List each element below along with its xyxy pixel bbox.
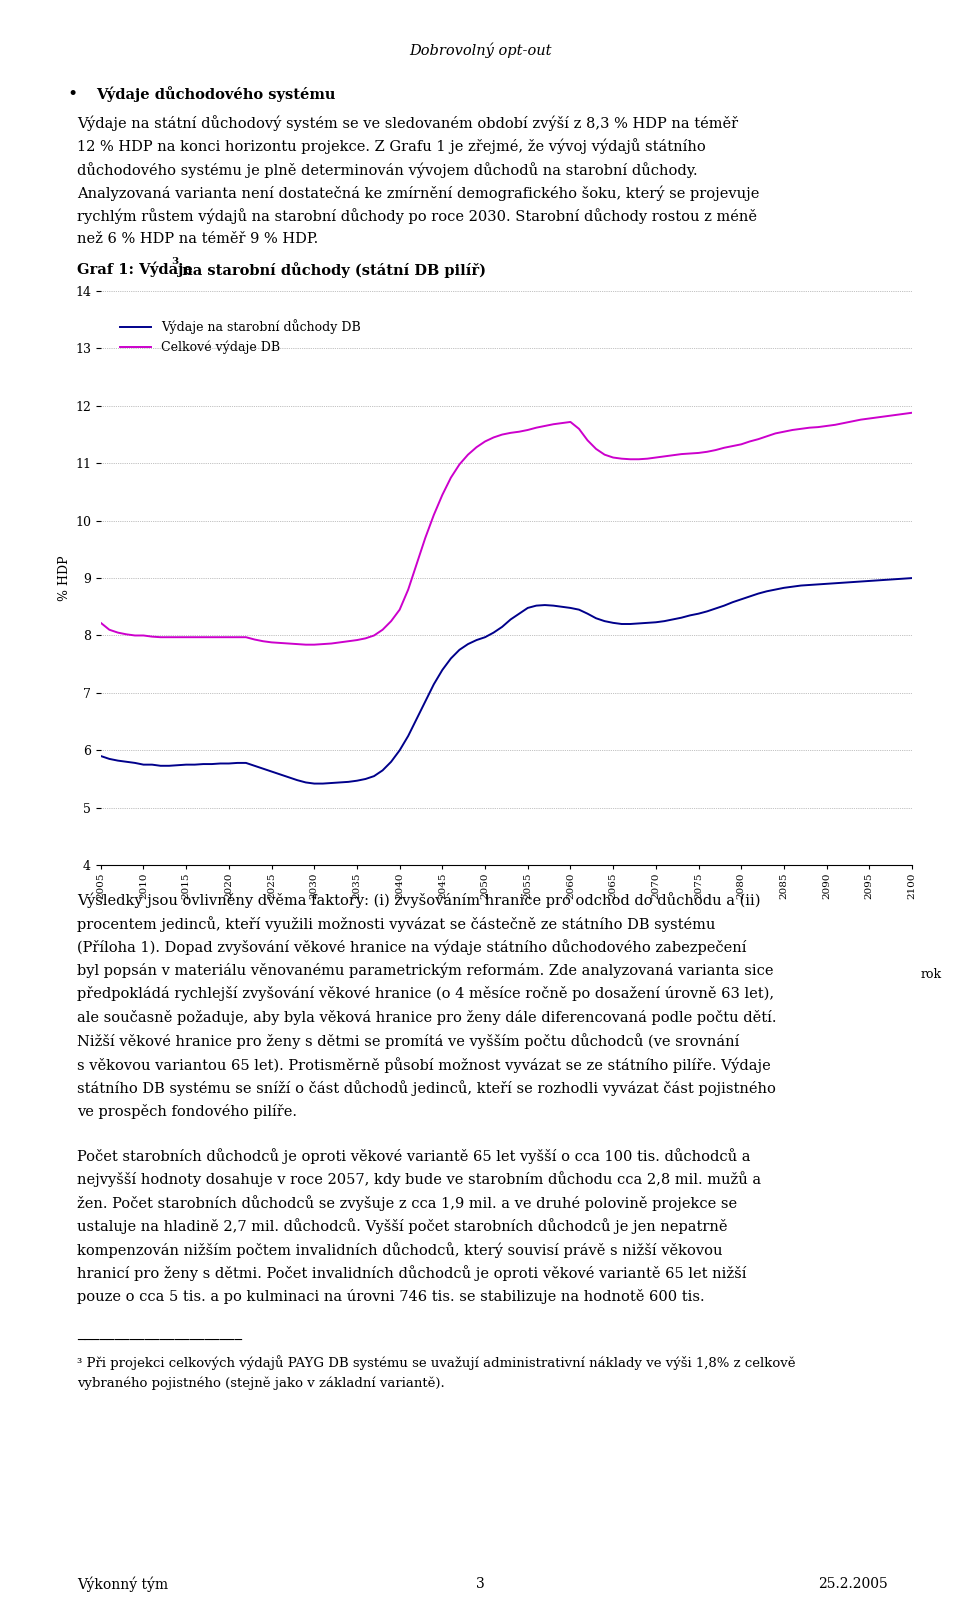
- Text: rychlým růstem výdajů na starobní důchody po roce 2030. Starobní důchody rostou : rychlým růstem výdajů na starobní důchod…: [77, 209, 756, 225]
- Text: státního DB systému se sníží o část důchodů jedinců, kteří se rozhodli vyvázat č: státního DB systému se sníží o část důch…: [77, 1080, 776, 1096]
- Text: 3: 3: [475, 1577, 485, 1591]
- Text: ve prospěch fondového pilíře.: ve prospěch fondového pilíře.: [77, 1103, 297, 1119]
- Text: rok: rok: [920, 969, 941, 982]
- Y-axis label: % HDP: % HDP: [58, 555, 71, 602]
- Text: ale současně požaduje, aby byla věková hranice pro ženy dále diferencovaná podle: ale současně požaduje, aby byla věková h…: [77, 1009, 777, 1025]
- Text: 25.2.2005: 25.2.2005: [818, 1577, 888, 1591]
- Text: žen. Počet starobních důchodců se zvyšuje z cca 1,9 mil. a ve druhé polovině pro: žen. Počet starobních důchodců se zvyšuj…: [77, 1195, 737, 1211]
- Text: Graf 1: Výdaje: Graf 1: Výdaje: [77, 262, 193, 278]
- Text: kompenzován nižším počtem invalidních důchodců, který souvisí právě s nižší věko: kompenzován nižším počtem invalidních dů…: [77, 1242, 722, 1258]
- Text: pouze o cca 5 tis. a po kulminaci na úrovni 746 tis. se stabilizuje na hodnotě 6: pouze o cca 5 tis. a po kulminaci na úro…: [77, 1289, 705, 1303]
- Text: Výdaje důchodového systému: Výdaje důchodového systému: [96, 86, 335, 102]
- Text: s věkovou variantou 65 let). Protisměrně působí možnost vyvázat se ze státního p: s věkovou variantou 65 let). Protisměrně…: [77, 1058, 771, 1072]
- Text: procentem jedinců, kteří využili možnosti vyvázat se částečně ze státního DB sys: procentem jedinců, kteří využili možnost…: [77, 915, 715, 931]
- Text: Počet starobních důchodců je oproti věkové variantě 65 let vyšší o cca 100 tis. : Počet starobních důchodců je oproti věko…: [77, 1148, 751, 1164]
- Text: ustaluje na hladině 2,7 mil. důchodců. Vyšší počet starobních důchodců je jen ne: ustaluje na hladině 2,7 mil. důchodců. V…: [77, 1219, 728, 1234]
- Text: byl popsán v materiálu věnovanému parametrickým reformám. Zde analyzovaná varian: byl popsán v materiálu věnovanému parame…: [77, 962, 774, 978]
- Text: •: •: [67, 86, 78, 103]
- Text: důchodového systému je plně determinován vývojem důchodů na starobní důchody.: důchodového systému je plně determinován…: [77, 162, 697, 178]
- Text: Výkonný tým: Výkonný tým: [77, 1577, 168, 1593]
- Text: Analyzovaná varianta není dostatečná ke zmírnění demografického šoku, který se p: Analyzovaná varianta není dostatečná ke …: [77, 184, 759, 201]
- Text: ³ Při projekci celkových výdajů PAYG DB systému se uvažují administrativní nákla: ³ Při projekci celkových výdajů PAYG DB …: [77, 1355, 795, 1370]
- Text: 3: 3: [171, 257, 178, 267]
- Text: ──────────────────────: ──────────────────────: [77, 1334, 242, 1347]
- Text: 12 % HDP na konci horizontu projekce. Z Grafu 1 je zřejmé, že vývoj výdajů státn: 12 % HDP na konci horizontu projekce. Z …: [77, 137, 706, 154]
- Text: nejvyšší hodnoty dosahuje v roce 2057, kdy bude ve starobním důchodu cca 2,8 mil: nejvyšší hodnoty dosahuje v roce 2057, k…: [77, 1171, 761, 1187]
- Text: hranicí pro ženy s dětmi. Počet invalidních důchodců je oproti věkové variantě 6: hranicí pro ženy s dětmi. Počet invalidn…: [77, 1264, 746, 1281]
- Text: vybraného pojistného (stejně jako v základní variantě).: vybraného pojistného (stejně jako v zákl…: [77, 1376, 444, 1389]
- Text: než 6 % HDP na téměř 9 % HDP.: než 6 % HDP na téměř 9 % HDP.: [77, 231, 318, 246]
- Text: Výsledky jsou ovlivněny dvěma faktory: (i) zvyšováním hranice pro odchod do důch: Výsledky jsou ovlivněny dvěma faktory: (…: [77, 893, 760, 909]
- Text: Výdaje na státní důchodový systém se ve sledovaném období zvýší z 8,3 % HDP na t: Výdaje na státní důchodový systém se ve …: [77, 115, 738, 131]
- Text: na starobní důchody (státní DB pilíř): na starobní důchody (státní DB pilíř): [177, 262, 486, 278]
- Text: Dobrovolný opt-out: Dobrovolný opt-out: [409, 42, 551, 58]
- Text: Nižší věkové hranice pro ženy s dětmi se promítá ve vyšším počtu důchodců (ve sr: Nižší věkové hranice pro ženy s dětmi se…: [77, 1033, 739, 1049]
- Text: předpokládá rychlejší zvyšování věkové hranice (o 4 měsíce ročně po dosažení úro: předpokládá rychlejší zvyšování věkové h…: [77, 986, 774, 1001]
- Text: (Příloha 1). Dopad zvyšování věkové hranice na výdaje státního důchodového zabez: (Příloha 1). Dopad zvyšování věkové hran…: [77, 939, 746, 956]
- Legend: Výdaje na starobní důchody DB, Celkové výdaje DB: Výdaje na starobní důchody DB, Celkové v…: [115, 315, 366, 359]
